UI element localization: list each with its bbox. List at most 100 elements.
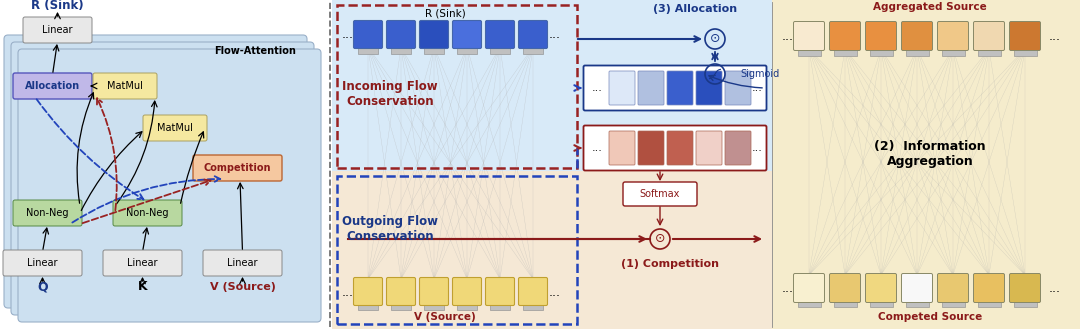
Text: (3) Allocation: (3) Allocation [653,4,737,14]
Text: Linear: Linear [27,258,57,268]
Text: ...: ... [549,29,561,41]
Text: ...: ... [592,143,603,153]
Text: Competed Source: Competed Source [878,312,982,322]
Bar [357,305,378,310]
Text: ...: ... [342,29,354,41]
FancyBboxPatch shape [23,17,92,43]
Bar [457,48,477,54]
FancyBboxPatch shape [113,200,183,226]
Bar [978,50,1001,56]
Bar [490,305,510,310]
FancyBboxPatch shape [794,273,824,302]
Bar [834,50,858,56]
Text: ...: ... [1049,31,1061,43]
Bar [457,305,477,310]
Text: ...: ... [592,83,603,93]
FancyBboxPatch shape [93,73,157,99]
Bar [798,50,821,56]
FancyBboxPatch shape [486,277,514,306]
FancyBboxPatch shape [103,250,183,276]
Bar [523,48,543,54]
FancyBboxPatch shape [387,20,416,48]
Text: V (Source): V (Source) [414,312,476,322]
Bar [357,48,378,54]
FancyBboxPatch shape [638,131,664,165]
FancyBboxPatch shape [453,277,482,306]
FancyBboxPatch shape [143,115,207,141]
Bar [942,50,966,56]
FancyBboxPatch shape [13,73,92,99]
FancyBboxPatch shape [203,250,282,276]
FancyBboxPatch shape [419,20,448,48]
Text: Non-Neg: Non-Neg [26,208,69,218]
Text: ⊙: ⊙ [654,233,665,245]
Text: R (Sink): R (Sink) [31,0,84,13]
Bar [490,48,510,54]
Bar [1014,50,1037,56]
Bar [391,48,411,54]
Bar [391,305,411,310]
Text: ...: ... [782,31,794,43]
FancyBboxPatch shape [1010,273,1040,302]
FancyBboxPatch shape [453,20,482,48]
FancyBboxPatch shape [623,182,697,206]
Text: K: K [137,281,147,293]
FancyBboxPatch shape [11,42,314,315]
FancyBboxPatch shape [583,65,767,111]
FancyBboxPatch shape [902,273,932,302]
FancyBboxPatch shape [638,71,664,105]
FancyBboxPatch shape [696,131,723,165]
Bar [942,302,966,307]
Text: ...: ... [782,283,794,295]
FancyBboxPatch shape [609,71,635,105]
FancyBboxPatch shape [973,273,1004,302]
FancyBboxPatch shape [937,273,969,302]
FancyBboxPatch shape [518,20,548,48]
Bar [870,302,893,307]
Bar [834,302,858,307]
FancyBboxPatch shape [973,21,1004,50]
FancyBboxPatch shape [696,71,723,105]
Text: Linear: Linear [42,25,72,35]
FancyBboxPatch shape [486,20,514,48]
Text: Linear: Linear [227,258,258,268]
Text: V (Source): V (Source) [210,282,275,292]
Text: ...: ... [1049,283,1061,295]
FancyBboxPatch shape [865,273,896,302]
FancyBboxPatch shape [518,277,548,306]
Bar [870,50,893,56]
Text: MatMul: MatMul [157,123,193,133]
FancyBboxPatch shape [3,250,82,276]
FancyBboxPatch shape [937,21,969,50]
FancyBboxPatch shape [794,21,824,50]
Text: (2)  Information
Aggregation: (2) Information Aggregation [874,140,986,168]
FancyBboxPatch shape [419,277,448,306]
Text: Softmax: Softmax [639,189,680,199]
Text: Competition: Competition [204,163,271,173]
FancyBboxPatch shape [667,71,693,105]
Text: ...: ... [752,143,762,153]
Text: Allocation: Allocation [25,81,80,91]
Bar [523,305,543,310]
Text: Incoming Flow
Conservation: Incoming Flow Conservation [342,80,437,108]
FancyBboxPatch shape [725,131,751,165]
Bar [332,0,772,171]
Text: ...: ... [342,286,354,298]
FancyBboxPatch shape [13,200,82,226]
FancyBboxPatch shape [18,49,321,322]
Text: ⊙: ⊙ [710,33,720,45]
Text: ...: ... [752,83,762,93]
Text: R (Sink): R (Sink) [424,9,465,19]
FancyBboxPatch shape [829,273,861,302]
Text: ...: ... [549,286,561,298]
Text: Q: Q [37,281,48,293]
FancyBboxPatch shape [193,155,282,181]
Bar [978,302,1001,307]
Bar [1014,302,1037,307]
Text: Outgoing Flow
Conservation: Outgoing Flow Conservation [342,215,438,243]
Bar [906,302,929,307]
Text: Aggregated Source: Aggregated Source [873,2,987,12]
FancyBboxPatch shape [1010,21,1040,50]
Text: Linear: Linear [127,258,158,268]
FancyBboxPatch shape [865,21,896,50]
